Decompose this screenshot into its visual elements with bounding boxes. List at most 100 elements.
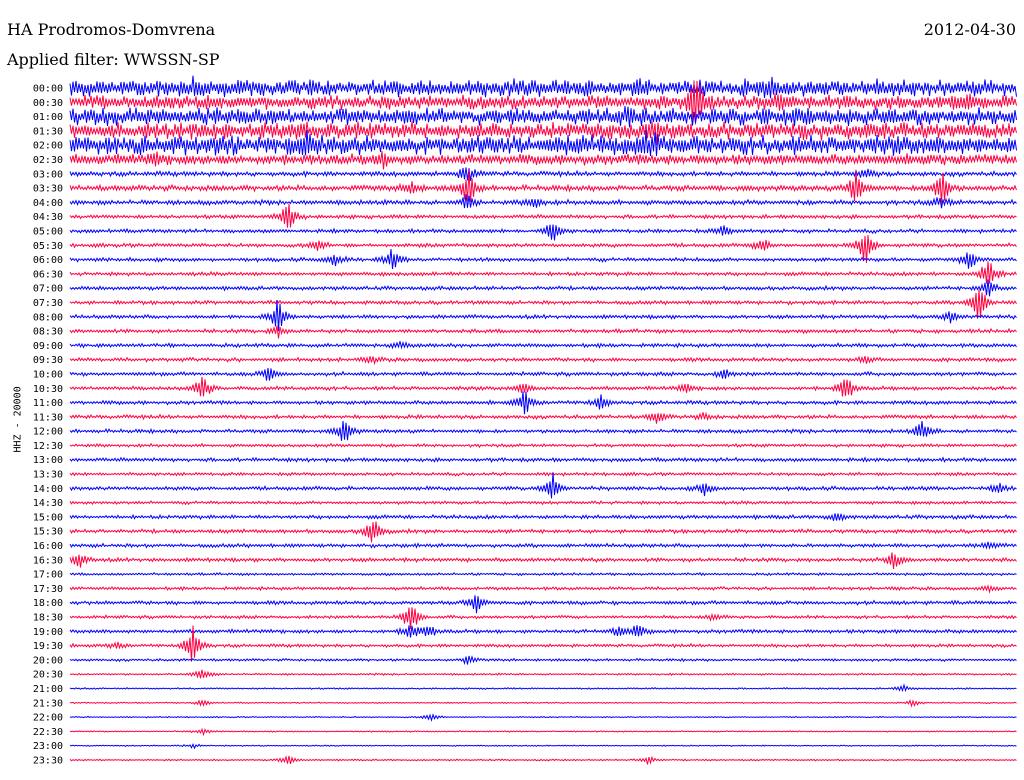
trace-line <box>69 391 1017 415</box>
trace-line <box>69 279 1017 297</box>
row-time-label: 09:00 <box>33 341 63 352</box>
row-time-label: 03:30 <box>33 184 63 195</box>
trace-line <box>69 655 1017 666</box>
row-time-label: 10:00 <box>33 369 63 380</box>
row-time-label: 23:00 <box>33 741 63 752</box>
row-time-label: 01:00 <box>33 112 63 123</box>
trace-line <box>69 325 1017 339</box>
trace-line <box>69 713 1017 723</box>
row-time-label: 22:30 <box>33 727 63 738</box>
trace-line <box>69 754 1017 765</box>
row-time-label: 04:00 <box>33 198 63 209</box>
trace-line <box>69 421 1017 441</box>
trace-line <box>69 521 1017 543</box>
row-time-label: 22:00 <box>33 713 63 724</box>
trace-line <box>69 743 1017 750</box>
row-time-label: 02:00 <box>33 141 63 152</box>
trace-line <box>69 151 1017 170</box>
row-time-label: 08:00 <box>33 312 63 323</box>
row-time-label: 18:30 <box>33 613 63 624</box>
trace-line <box>69 261 1017 284</box>
row-time-label: 06:00 <box>33 255 63 266</box>
trace-line <box>69 456 1017 463</box>
trace-line <box>69 669 1017 679</box>
trace-line <box>69 80 1017 126</box>
row-time-label: 11:30 <box>33 412 63 423</box>
row-time-label: 15:00 <box>33 512 63 523</box>
trace-line <box>69 513 1017 522</box>
trace-line <box>69 571 1017 577</box>
row-time-label: 17:30 <box>33 584 63 595</box>
row-time-label: 17:00 <box>33 570 63 581</box>
row-time-label: 04:30 <box>33 212 63 223</box>
row-time-label: 19:30 <box>33 641 63 652</box>
row-time-label: 00:30 <box>33 98 63 109</box>
trace-line <box>69 727 1017 737</box>
trace-line <box>69 105 1017 128</box>
trace-line <box>69 368 1017 381</box>
row-time-label: 13:00 <box>33 455 63 466</box>
row-time-label: 15:30 <box>33 527 63 538</box>
row-time-label: 07:30 <box>33 298 63 309</box>
trace-line <box>69 607 1017 630</box>
trace-line <box>69 121 1017 146</box>
row-time-label: 10:30 <box>33 384 63 395</box>
trace-line <box>69 552 1017 570</box>
trace-line <box>69 625 1017 662</box>
row-time-label: 07:00 <box>33 284 63 295</box>
row-time-label: 18:00 <box>33 598 63 609</box>
row-time-label: 05:00 <box>33 226 63 237</box>
filter-label: Applied filter: WWSSN-SP <box>7 50 220 69</box>
row-time-label: 11:00 <box>33 398 63 409</box>
row-time-label: 06:30 <box>33 269 63 280</box>
row-time-label: 09:30 <box>33 355 63 366</box>
trace-line <box>69 471 1017 477</box>
row-time-label: 23:30 <box>33 756 63 767</box>
trace-line <box>69 249 1017 269</box>
row-time-label: 00:00 <box>33 84 63 95</box>
row-time-label: 12:00 <box>33 427 63 438</box>
row-time-label: 19:00 <box>33 627 63 638</box>
row-time-label: 16:30 <box>33 555 63 566</box>
trace-line <box>69 584 1017 594</box>
date-label: 2012-04-30 <box>923 20 1016 39</box>
row-time-label: 16:00 <box>33 541 63 552</box>
trace-line <box>69 595 1017 614</box>
trace-line <box>69 340 1017 350</box>
row-time-label: 20:30 <box>33 670 63 681</box>
trace-line <box>69 699 1017 708</box>
trace-line <box>69 541 1017 550</box>
row-time-label: 03:00 <box>33 169 63 180</box>
row-time-label: 20:00 <box>33 655 63 666</box>
trace-line <box>69 442 1017 449</box>
trace-line <box>69 234 1017 264</box>
trace-line <box>69 203 1017 228</box>
trace-line <box>69 75 1017 99</box>
row-time-label: 08:30 <box>33 327 63 338</box>
trace-line <box>69 625 1017 638</box>
row-time-label: 12:30 <box>33 441 63 452</box>
trace-line <box>69 411 1017 424</box>
trace-line <box>69 300 1017 331</box>
trace-line <box>69 129 1017 157</box>
trace-line <box>69 376 1017 397</box>
row-time-label: 05:30 <box>33 241 63 252</box>
row-time-label: 14:30 <box>33 498 63 509</box>
row-time-label: 02:30 <box>33 155 63 166</box>
row-time-label: 21:30 <box>33 698 63 709</box>
trace-line <box>69 194 1017 209</box>
row-time-label: 21:00 <box>33 684 63 695</box>
trace-line <box>69 472 1017 499</box>
trace-line <box>69 169 1017 205</box>
trace-line <box>69 355 1017 366</box>
row-time-label: 13:30 <box>33 470 63 481</box>
trace-line <box>69 167 1017 181</box>
trace-line <box>69 224 1017 241</box>
trace-line <box>69 500 1017 506</box>
trace-line <box>69 683 1017 693</box>
row-time-label: 14:00 <box>33 484 63 495</box>
trace-line <box>69 289 1017 319</box>
station-title: HA Prodromos-Domvrena <box>7 20 216 39</box>
